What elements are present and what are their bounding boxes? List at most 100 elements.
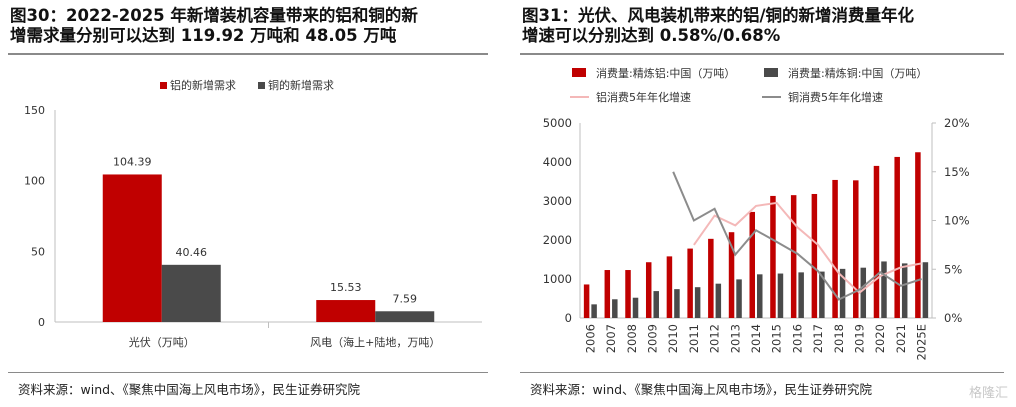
y-tick-label-right: 10% bbox=[944, 214, 970, 228]
bar-aluminum bbox=[666, 256, 673, 318]
x-tick-label: 2021 bbox=[894, 324, 908, 353]
bar-aluminum bbox=[790, 195, 797, 318]
line-aluminum-growth bbox=[693, 201, 922, 295]
y-tick-label-right: 0% bbox=[944, 311, 962, 325]
bar-aluminum bbox=[915, 152, 921, 318]
legend-swatch bbox=[764, 68, 778, 77]
bar-aluminum bbox=[728, 232, 735, 318]
y-tick-label: 0 bbox=[38, 316, 45, 329]
x-tick-label: 2006 bbox=[583, 324, 597, 353]
title-divider bbox=[8, 53, 488, 55]
x-tick-label: 2014 bbox=[749, 324, 763, 353]
bar bbox=[102, 174, 162, 322]
bar-copper bbox=[736, 279, 742, 318]
bar-aluminum bbox=[645, 262, 652, 318]
x-tick-label: 2007 bbox=[604, 324, 618, 353]
bar bbox=[375, 311, 435, 322]
figure-30-title: 图30：2022-2025 年新增装机容量带来的铝和铜的新 增需求量分别可以达到… bbox=[10, 6, 418, 46]
watermark: 格隆汇 bbox=[968, 386, 1008, 401]
figure-30-panel: 图30：2022-2025 年新增装机容量带来的铝和铜的新 增需求量分别可以达到… bbox=[0, 0, 496, 407]
bar-copper bbox=[860, 267, 867, 318]
bar-copper bbox=[591, 304, 597, 318]
bar-copper bbox=[798, 272, 804, 318]
legend-swatch bbox=[258, 82, 265, 89]
title-line-2: 增需求量分别可以达到 119.92 万吨和 48.05 万吨 bbox=[10, 26, 397, 45]
x-tick-label: 光伏（万吨） bbox=[129, 335, 195, 349]
legend-label: 铝的新增需求 bbox=[170, 78, 236, 92]
title-divider bbox=[520, 53, 1004, 55]
figure-31-panel: 图31：光伏、风电装机带来的铝/铜的新增消费量年化 增速可以分别达到 0.58%… bbox=[512, 0, 1016, 407]
source-divider bbox=[520, 372, 1004, 373]
bar-copper bbox=[839, 268, 846, 318]
bar-aluminum bbox=[873, 165, 880, 318]
bar-copper bbox=[632, 297, 639, 318]
chart-30-svg: 铝的新增需求 铜的新增需求 0 50 100 150 104.39 40.46 光伏（万吨） 15… bbox=[24, 78, 482, 349]
bar-aluminum bbox=[583, 284, 590, 318]
y-tick-label-right: 20% bbox=[944, 116, 970, 130]
x-tick-label: 风电（海上+陆地，万吨） bbox=[310, 335, 440, 349]
x-tick-label: 2018 bbox=[832, 324, 846, 353]
figure-31-title: 图31：光伏、风电装机带来的铝/铜的新增消费量年化 增速可以分别达到 0.58%… bbox=[522, 6, 914, 46]
y-tick-label: 50 bbox=[31, 245, 45, 258]
bar-copper bbox=[715, 283, 722, 318]
x-tick-label: 2020 bbox=[873, 324, 887, 353]
legend-swatch bbox=[160, 82, 167, 89]
x-tick-label: 2017 bbox=[811, 324, 825, 353]
source-note: 资料来源：wind、《聚焦中国海上风电市场》，民生证券研究院 bbox=[530, 382, 873, 397]
bar-copper bbox=[901, 263, 908, 318]
bar-aluminum bbox=[894, 156, 900, 318]
bar-copper bbox=[757, 274, 763, 318]
y-tick-label-left: 2000 bbox=[543, 233, 572, 247]
legend-label: 铜消费5年年化增速 bbox=[788, 90, 883, 104]
line-copper-growth bbox=[672, 171, 922, 301]
y-tick-label-left: 4000 bbox=[543, 155, 572, 169]
bar-copper bbox=[881, 261, 887, 318]
y-tick-label: 100 bbox=[24, 175, 45, 188]
bar-copper bbox=[777, 273, 784, 318]
y-tick-label-left: 5000 bbox=[543, 116, 572, 130]
x-tick-label: 2019 bbox=[853, 324, 867, 353]
legend-label: 铜的新增需求 bbox=[268, 78, 334, 92]
bar-copper bbox=[653, 291, 659, 318]
x-tick-label: 2008 bbox=[625, 324, 639, 353]
x-tick-label: 2016 bbox=[790, 324, 804, 353]
y-tick-label-left: 3000 bbox=[543, 194, 572, 208]
legend-label: 消费量:精炼铜:中国（万吨） bbox=[788, 66, 927, 80]
source-divider bbox=[8, 372, 488, 373]
bar-aluminum bbox=[604, 270, 611, 318]
bar-copper bbox=[922, 262, 929, 318]
data-label: 40.46 bbox=[176, 246, 208, 259]
data-label: 104.39 bbox=[113, 155, 152, 168]
chart-31-svg: 消费量:精炼铝:中国（万吨） 消费量:精炼铜:中国（万吨） 铝消费5年年化增速 铜消费… bbox=[543, 66, 970, 361]
bar-copper bbox=[819, 271, 825, 318]
y-tick-label-right: 15% bbox=[944, 165, 970, 179]
y-tick-label-left: 0 bbox=[565, 311, 572, 325]
bar-aluminum bbox=[687, 248, 693, 318]
bar-aluminum bbox=[770, 195, 776, 318]
bar-aluminum bbox=[832, 179, 838, 318]
data-label: 15.53 bbox=[330, 281, 362, 294]
bar-copper bbox=[694, 287, 701, 318]
x-tick-label: 2025E bbox=[915, 324, 929, 361]
bar-copper bbox=[674, 289, 680, 318]
x-tick-label: 2015 bbox=[770, 324, 784, 353]
bar bbox=[316, 300, 376, 322]
title-line-1: 图30：2022-2025 年新增装机容量带来的铝和铜的新 bbox=[10, 6, 418, 25]
legend-swatch bbox=[572, 68, 586, 77]
data-label: 7.59 bbox=[393, 292, 418, 305]
x-tick-label: 2011 bbox=[687, 324, 701, 353]
bar-aluminum bbox=[625, 270, 631, 318]
y-tick-label-right: 5% bbox=[944, 262, 962, 276]
legend-label: 消费量:精炼铝:中国（万吨） bbox=[596, 66, 735, 80]
source-note: 资料来源：wind、《聚焦中国海上风电市场》，民生证券研究院 bbox=[18, 382, 361, 397]
y-tick-label: 150 bbox=[24, 104, 45, 117]
bar-copper bbox=[612, 299, 618, 318]
x-tick-label: 2009 bbox=[645, 324, 659, 353]
bar-aluminum bbox=[853, 180, 859, 318]
x-tick-label: 2013 bbox=[728, 324, 742, 353]
y-tick-label-left: 1000 bbox=[543, 272, 572, 286]
x-tick-label: 2010 bbox=[666, 324, 680, 353]
title-line-1: 图31：光伏、风电装机带来的铝/铜的新增消费量年化 bbox=[522, 6, 914, 25]
bar bbox=[161, 264, 221, 322]
x-tick-label: 2012 bbox=[708, 324, 722, 353]
